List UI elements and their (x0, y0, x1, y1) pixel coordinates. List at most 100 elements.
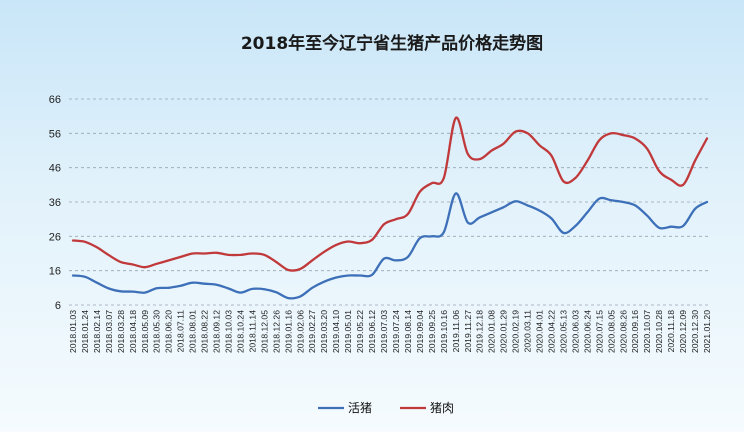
x-tick-label: 2018.08.01 (188, 310, 198, 353)
data-point (514, 130, 517, 133)
x-tick-label: 2020.08.26 (618, 310, 628, 353)
data-point (466, 221, 469, 224)
data-point (108, 287, 110, 290)
x-tick-label: 2019.05.01 (343, 310, 353, 353)
data-point (694, 159, 696, 162)
data-point (131, 290, 134, 293)
data-point (131, 263, 134, 266)
x-tick-label: 2018.05.30 (152, 310, 162, 353)
data-point (622, 134, 625, 137)
data-point (371, 238, 373, 241)
data-point (167, 259, 170, 262)
data-point (478, 158, 481, 161)
x-tick-label: 2019.04.10 (331, 310, 341, 353)
data-point (538, 209, 541, 212)
data-point (347, 274, 349, 277)
data-point (407, 213, 409, 215)
data-point (562, 232, 565, 234)
data-point (191, 281, 194, 284)
x-tick-label: 2018.11.14 (247, 310, 257, 353)
data-point (311, 286, 314, 289)
data-point (108, 254, 110, 257)
x-tick-label: 2020.11.18 (666, 310, 676, 353)
data-point (215, 251, 218, 254)
data-point (96, 281, 98, 284)
x-tick-label: 2018.06.20 (164, 310, 174, 353)
legend-label: 活猪 (348, 401, 372, 415)
data-point (84, 240, 86, 243)
y-tick-label: 26 (49, 231, 61, 243)
data-point (598, 139, 601, 142)
data-point (538, 144, 541, 147)
x-tick-label: 2019.12.18 (475, 310, 485, 353)
data-point (167, 286, 170, 289)
data-point (359, 274, 361, 277)
x-tick-label: 2018.12.05 (259, 310, 269, 353)
data-point (263, 288, 266, 291)
x-tick-label: 2019.05.22 (355, 310, 365, 353)
data-point (706, 201, 708, 203)
data-point (143, 266, 146, 269)
data-point (359, 242, 361, 245)
x-tick-label: 2019.06.12 (367, 310, 377, 353)
data-point (119, 261, 122, 263)
data-point (383, 223, 385, 226)
y-tick-label: 46 (49, 163, 61, 175)
data-point (119, 290, 122, 293)
data-point (143, 291, 146, 294)
x-tick-label: 2020.10.28 (654, 310, 664, 353)
x-tick-label: 2018.12.26 (271, 310, 281, 353)
data-point (694, 208, 696, 210)
data-point (383, 257, 385, 260)
data-point (454, 117, 457, 119)
y-tick-label: 66 (49, 94, 61, 106)
data-point (622, 201, 625, 203)
data-point (335, 276, 338, 279)
data-point (251, 252, 254, 255)
data-point (275, 261, 278, 263)
data-point (658, 170, 661, 173)
data-point (287, 269, 290, 271)
x-tick-label: 2020.12.30 (690, 310, 700, 353)
data-point (227, 287, 230, 290)
x-tick-label: 2019.09.25 (427, 310, 437, 353)
data-point (610, 132, 613, 135)
data-point (179, 284, 182, 287)
data-point (706, 137, 708, 140)
x-tick-label: 2020.05.13 (558, 310, 568, 353)
x-tick-label: 2019.09.04 (415, 310, 425, 353)
y-axis: 6 16 26 36 46 56 66 (49, 94, 61, 312)
gridlines (69, 98, 711, 306)
data-point (263, 254, 266, 256)
x-axis: 2018.01.03 2018.01.24 2018.02.14 2018.03.07… (68, 310, 712, 353)
x-tick-label: 2020.01.29 (499, 310, 509, 353)
x-tick-label: 2019.11.27 (463, 310, 473, 353)
x-tick-label: 2018.10.03 (224, 310, 234, 353)
y-tick-label: 36 (49, 197, 61, 209)
data-point (299, 268, 302, 270)
x-tick-label: 2020.12.09 (678, 310, 688, 353)
x-tick-label: 2019.02.27 (307, 310, 317, 353)
data-point (323, 250, 326, 253)
data-point (478, 216, 481, 219)
data-point (526, 132, 529, 135)
x-tick-label: 2018.05.09 (140, 310, 150, 353)
x-tick-label: 2018.09.12 (212, 310, 222, 353)
x-tick-label: 2018.08.22 (200, 310, 210, 353)
x-tick-label: 2019.10.16 (439, 310, 449, 353)
data-point (431, 235, 433, 238)
x-tick-label: 2019.08.14 (403, 310, 413, 353)
data-point (466, 153, 469, 155)
data-point (646, 214, 649, 217)
x-tick-label: 2018.02.14 (92, 310, 102, 353)
x-tick-label: 2020.04.22 (546, 310, 556, 353)
data-point (634, 204, 637, 207)
data-point (203, 252, 206, 255)
data-point (502, 142, 505, 145)
x-tick-label: 2018.01.24 (80, 310, 90, 353)
data-point (670, 178, 672, 181)
data-point (526, 204, 529, 207)
data-point (574, 225, 577, 227)
y-tick-label: 16 (49, 266, 61, 278)
